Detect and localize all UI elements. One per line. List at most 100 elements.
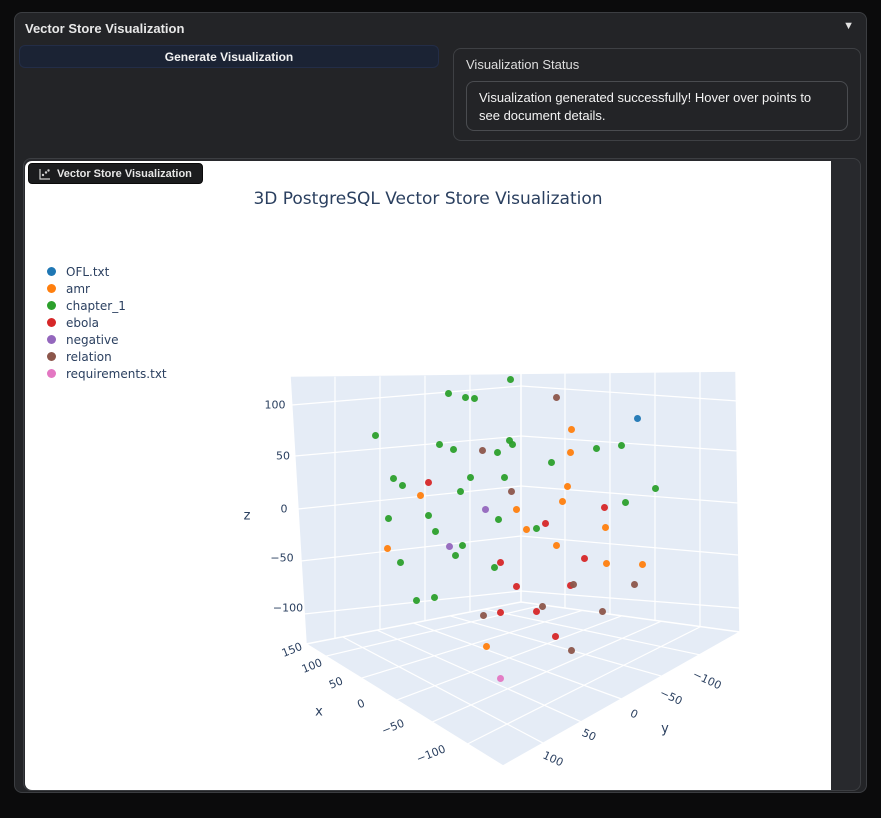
z-axis-tick: −50: [270, 551, 294, 565]
visualization-status-group: Visualization Status Visualization gener…: [453, 48, 861, 141]
data-point-chapter_1[interactable]: [371, 431, 379, 439]
legend-item-OFL.txt[interactable]: OFL.txt: [47, 263, 167, 280]
legend-label: negative: [66, 332, 119, 347]
data-point-ebola[interactable]: [512, 582, 520, 590]
legend-item-amr[interactable]: amr: [47, 280, 167, 297]
data-point-relation[interactable]: [478, 446, 486, 454]
data-point-relation[interactable]: [630, 580, 638, 588]
data-point-amr[interactable]: [601, 523, 609, 531]
data-point-amr[interactable]: [567, 425, 575, 433]
data-point-amr[interactable]: [558, 497, 566, 505]
panel-title: Vector Store Visualization: [25, 21, 185, 36]
data-point-amr[interactable]: [416, 491, 424, 499]
generate-visualization-button[interactable]: Generate Visualization: [19, 45, 439, 68]
data-point-amr[interactable]: [482, 642, 490, 650]
data-point-chapter_1[interactable]: [435, 440, 443, 448]
data-point-chapter_1[interactable]: [451, 551, 459, 559]
data-point-chapter_1[interactable]: [466, 473, 474, 481]
legend-dot: [47, 318, 56, 327]
legend-item-chapter_1[interactable]: chapter_1: [47, 297, 167, 314]
data-point-ebola[interactable]: [424, 478, 432, 486]
data-point-chapter_1[interactable]: [621, 498, 629, 506]
data-point-chapter_1[interactable]: [449, 445, 457, 453]
data-point-amr[interactable]: [552, 541, 560, 549]
legend-dot: [47, 267, 56, 276]
data-point-relation[interactable]: [567, 646, 575, 654]
plot-tab-label: Vector Store Visualization: [57, 167, 192, 180]
legend-dot: [47, 369, 56, 378]
data-point-OFL.txt[interactable]: [633, 414, 641, 422]
data-point-chapter_1[interactable]: [651, 484, 659, 492]
data-point-chapter_1[interactable]: [412, 596, 420, 604]
data-point-chapter_1[interactable]: [470, 394, 478, 402]
data-point-chapter_1[interactable]: [547, 458, 555, 466]
plot-paper: Vector Store Visualization 3D PostgreSQL…: [25, 161, 831, 790]
data-point-chapter_1[interactable]: [592, 444, 600, 452]
legend-label: chapter_1: [66, 298, 126, 313]
data-point-negative[interactable]: [481, 505, 489, 513]
legend-dot: [47, 352, 56, 361]
data-point-amr[interactable]: [563, 482, 571, 490]
data-point-chapter_1[interactable]: [424, 511, 432, 519]
data-point-amr[interactable]: [638, 560, 646, 568]
z-axis-tick: 50: [276, 449, 290, 463]
z-axis-tick: −100: [272, 601, 304, 615]
data-point-chapter_1[interactable]: [617, 441, 625, 449]
status-message: Visualization generated successfully! Ho…: [466, 81, 848, 131]
legend-label: ebola: [66, 315, 100, 330]
scene-3d-cube[interactable]: [25, 161, 831, 790]
status-label: Visualization Status: [466, 57, 580, 72]
legend-dot: [47, 284, 56, 293]
data-point-chapter_1[interactable]: [396, 558, 404, 566]
data-point-chapter_1[interactable]: [505, 436, 513, 444]
data-point-chapter_1[interactable]: [532, 524, 540, 532]
plot-tab[interactable]: Vector Store Visualization: [28, 163, 203, 184]
data-point-relation[interactable]: [569, 580, 577, 588]
data-point-requirements.txt[interactable]: [496, 674, 504, 682]
legend-item-requirements.txt[interactable]: requirements.txt: [47, 365, 167, 382]
data-point-amr[interactable]: [566, 448, 574, 456]
data-point-chapter_1[interactable]: [508, 440, 516, 448]
legend-item-relation[interactable]: relation: [47, 348, 167, 365]
legend-dot: [47, 335, 56, 344]
data-point-amr[interactable]: [522, 525, 530, 533]
data-point-amr[interactable]: [512, 505, 520, 513]
legend-item-ebola[interactable]: ebola: [47, 314, 167, 331]
vector-store-panel: Vector Store Visualization ▼ Generate Vi…: [14, 12, 867, 793]
data-point-negative[interactable]: [445, 542, 453, 550]
data-point-ebola[interactable]: [496, 558, 504, 566]
data-point-chapter_1[interactable]: [398, 481, 406, 489]
data-point-chapter_1[interactable]: [456, 487, 464, 495]
data-point-chapter_1[interactable]: [461, 393, 469, 401]
data-point-chapter_1[interactable]: [430, 593, 438, 601]
data-point-ebola[interactable]: [496, 608, 504, 616]
data-point-chapter_1[interactable]: [494, 515, 502, 523]
data-point-ebola[interactable]: [541, 519, 549, 527]
legend-item-negative[interactable]: negative: [47, 331, 167, 348]
data-point-chapter_1[interactable]: [458, 541, 466, 549]
legend-label: OFL.txt: [66, 264, 110, 279]
collapse-chevron-icon[interactable]: ▼: [843, 20, 854, 32]
data-point-chapter_1[interactable]: [431, 527, 439, 535]
data-point-chapter_1[interactable]: [384, 514, 392, 522]
data-point-chapter_1[interactable]: [490, 563, 498, 571]
data-point-ebola[interactable]: [532, 607, 540, 615]
data-point-chapter_1[interactable]: [500, 473, 508, 481]
data-point-relation[interactable]: [538, 602, 546, 610]
data-point-amr[interactable]: [602, 559, 610, 567]
data-point-chapter_1[interactable]: [493, 448, 501, 456]
data-point-ebola[interactable]: [580, 554, 588, 562]
data-point-chapter_1[interactable]: [389, 474, 397, 482]
data-point-amr[interactable]: [383, 544, 391, 552]
data-point-relation[interactable]: [598, 607, 606, 615]
z-axis-tick: 0: [280, 502, 288, 516]
data-point-relation[interactable]: [507, 487, 515, 495]
data-point-relation[interactable]: [479, 611, 487, 619]
data-point-chapter_1[interactable]: [506, 375, 514, 383]
data-point-relation[interactable]: [552, 393, 560, 401]
data-point-ebola[interactable]: [551, 632, 559, 640]
data-point-ebola[interactable]: [600, 503, 608, 511]
data-point-chapter_1[interactable]: [444, 389, 452, 397]
legend-label: amr: [66, 281, 90, 296]
